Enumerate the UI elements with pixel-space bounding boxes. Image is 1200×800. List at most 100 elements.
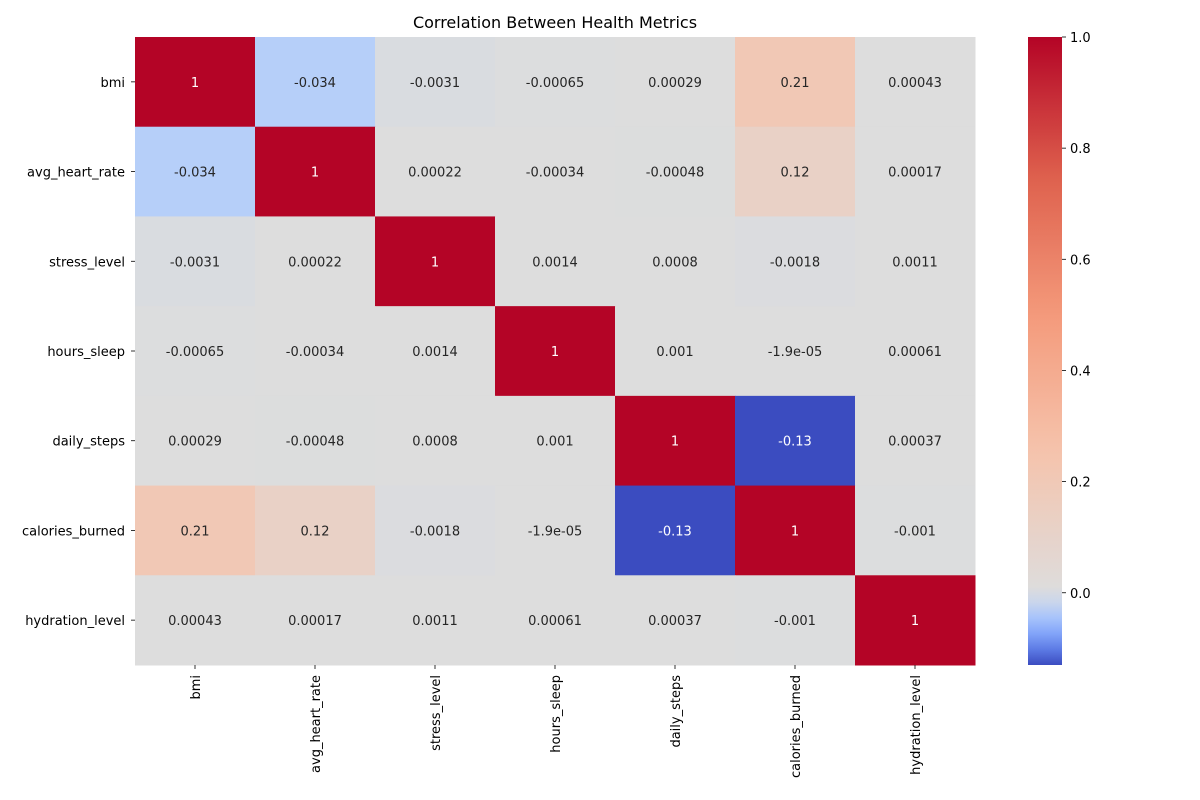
y-tick-label: calories_burned bbox=[22, 524, 125, 539]
cell-value-label: 0.00037 bbox=[888, 435, 942, 450]
x-tick-label: hydration_level bbox=[909, 675, 924, 775]
cell-value-label: -0.13 bbox=[658, 524, 692, 539]
heatmap-cell bbox=[735, 485, 856, 576]
cell-value-label: 0.00029 bbox=[168, 435, 222, 450]
y-tick-label: avg_heart_rate bbox=[27, 166, 125, 181]
cell-value-label: -0.001 bbox=[774, 614, 816, 629]
y-tick-label: hydration_level bbox=[25, 614, 125, 629]
heatmap-cell bbox=[615, 395, 736, 487]
cell-value-label: -0.00065 bbox=[166, 345, 224, 360]
cell-value-label: 1 bbox=[671, 435, 679, 450]
heatmap-cell bbox=[735, 216, 856, 307]
heatmap-cell bbox=[735, 37, 856, 128]
heatmap-cell bbox=[495, 126, 616, 217]
y-axis-ticks: bmi avg_heart_rate stress_level hours_sleep… bbox=[22, 76, 135, 629]
cell-value-label: 0.0014 bbox=[412, 345, 458, 360]
cell-value-label: 0.0011 bbox=[412, 614, 458, 629]
x-tick-label: stress_level bbox=[429, 675, 444, 751]
heatmap-cell bbox=[255, 485, 376, 576]
cell-value-label: 0.001 bbox=[656, 345, 693, 360]
y-tick-label: bmi bbox=[100, 76, 125, 91]
heatmap-cell bbox=[135, 485, 256, 576]
cell-value-label: 1 bbox=[551, 345, 559, 360]
cell-value-label: 0.00043 bbox=[888, 76, 942, 91]
heatmap-cell bbox=[735, 126, 856, 217]
cell-value-label: 1 bbox=[191, 76, 199, 91]
heatmap-cell bbox=[135, 395, 256, 487]
cell-value-label: 0.00061 bbox=[528, 614, 582, 629]
heatmap-cell bbox=[495, 306, 616, 397]
cell-value-label: 1 bbox=[311, 166, 319, 181]
cell-value-label: -1.9e-05 bbox=[768, 345, 823, 360]
colorbar-tick-label: 0.4 bbox=[1070, 364, 1091, 379]
heatmap-cell bbox=[855, 37, 976, 128]
heatmap-cell bbox=[615, 485, 736, 576]
cell-value-label: 1 bbox=[431, 255, 439, 270]
cell-value-label: -0.0018 bbox=[410, 524, 460, 539]
cell-value-label: 0.0008 bbox=[412, 435, 458, 450]
cell-value-label: 0.0011 bbox=[892, 255, 938, 270]
colorbar-tick-label: 1.0 bbox=[1070, 31, 1091, 46]
heatmap-cells bbox=[135, 37, 976, 666]
chart-title: Correlation Between Health Metrics bbox=[413, 13, 697, 32]
heatmap-cell bbox=[855, 126, 976, 217]
heatmap-cell bbox=[855, 485, 976, 576]
heatmap-cell bbox=[495, 37, 616, 128]
cell-value-label: 0.12 bbox=[301, 524, 330, 539]
heatmap-cell bbox=[495, 216, 616, 307]
heatmap-cell bbox=[255, 395, 376, 487]
cell-value-label: -0.00065 bbox=[526, 76, 584, 91]
y-tick-label: hours_sleep bbox=[47, 345, 125, 360]
heatmap-cell bbox=[855, 575, 976, 666]
cell-value-label: 0.00022 bbox=[288, 255, 342, 270]
heatmap-cell bbox=[375, 37, 496, 128]
heatmap-cell bbox=[615, 306, 736, 397]
heatmap-cell bbox=[495, 395, 616, 487]
cell-value-label: 1 bbox=[791, 524, 799, 539]
y-tick-label: stress_level bbox=[49, 255, 125, 270]
cell-value-label: -0.0031 bbox=[170, 255, 220, 270]
colorbar-tick-label: 0.0 bbox=[1070, 587, 1091, 602]
heatmap-cell bbox=[255, 126, 376, 217]
cell-value-label: 0.12 bbox=[781, 166, 810, 181]
heatmap-cell bbox=[375, 216, 496, 307]
heatmap-cell bbox=[855, 395, 976, 487]
colorbar-tick-label: 0.2 bbox=[1070, 476, 1091, 491]
x-tick-label: bmi bbox=[189, 675, 204, 700]
heatmap-cell bbox=[135, 306, 256, 397]
x-tick-label: avg_heart_rate bbox=[309, 675, 324, 773]
heatmap-cell bbox=[135, 575, 256, 666]
cell-value-label: -0.00034 bbox=[526, 166, 584, 181]
cell-value-label: -0.13 bbox=[778, 435, 812, 450]
heatmap-cell bbox=[375, 306, 496, 397]
heatmap-cell bbox=[255, 306, 376, 397]
cell-value-label: -0.0031 bbox=[410, 76, 460, 91]
colorbar-tick-label: 0.8 bbox=[1070, 142, 1091, 157]
heatmap-cell bbox=[615, 575, 736, 666]
heatmap-cell bbox=[615, 126, 736, 217]
heatmap-annotations: 1 -0.034 -0.0031 -0.00065 0.00029 0.21 0.00043… bbox=[166, 76, 942, 629]
cell-value-label: -0.001 bbox=[894, 524, 936, 539]
heatmap-cell bbox=[135, 126, 256, 217]
cell-value-label: -0.00034 bbox=[286, 345, 344, 360]
heatmap-cell bbox=[495, 575, 616, 666]
x-tick-label: daily_steps bbox=[669, 675, 684, 748]
heatmap-cell bbox=[615, 37, 736, 128]
heatmap-cell bbox=[855, 216, 976, 307]
cell-value-label: -1.9e-05 bbox=[528, 524, 583, 539]
heatmap-cell bbox=[255, 37, 376, 128]
x-tick-label: calories_burned bbox=[789, 675, 804, 778]
heatmap-cell bbox=[135, 216, 256, 307]
cell-value-label: 0.00043 bbox=[168, 614, 222, 629]
colorbar-tick-label: 0.6 bbox=[1070, 253, 1091, 268]
cell-value-label: 0.00017 bbox=[288, 614, 342, 629]
cell-value-label: 0.00061 bbox=[888, 345, 942, 360]
heatmap-cell bbox=[735, 306, 856, 397]
heatmap-cell bbox=[855, 306, 976, 397]
heatmap-cell bbox=[255, 575, 376, 666]
colorbar: 0.0 0.2 0.4 0.6 0.8 1.0 bbox=[1028, 31, 1091, 665]
heatmap-cell bbox=[375, 485, 496, 576]
heatmap-cell bbox=[375, 126, 496, 217]
cell-value-label: 0.00022 bbox=[408, 166, 462, 181]
